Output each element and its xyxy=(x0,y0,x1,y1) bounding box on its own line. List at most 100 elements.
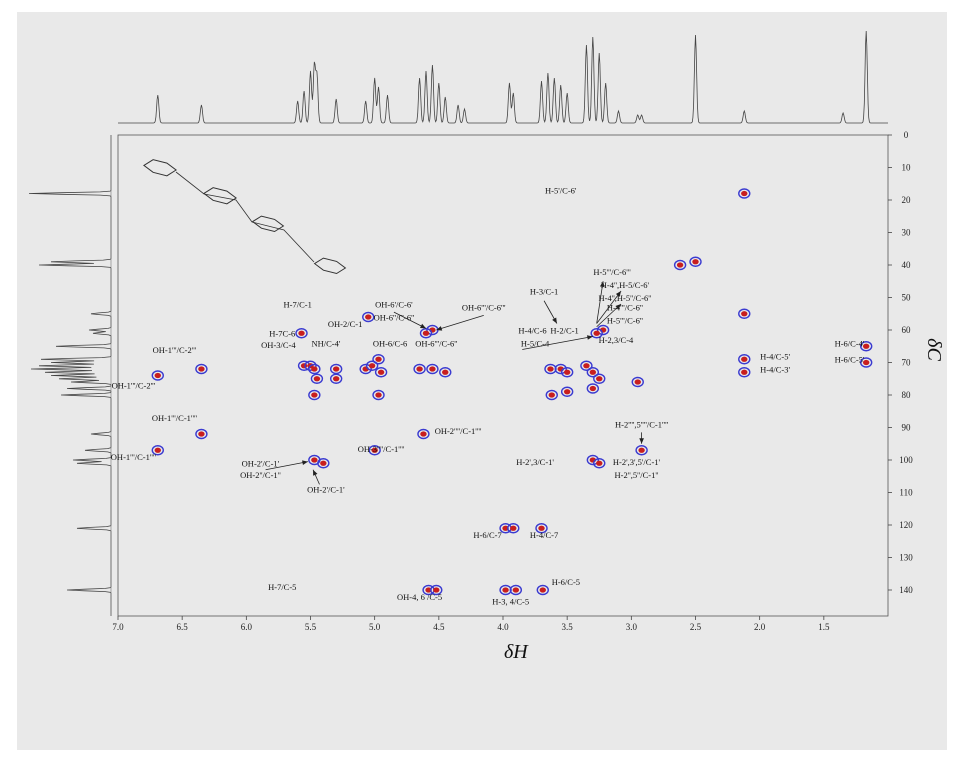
cross-peak-core xyxy=(298,330,305,336)
peak-annotation: H-5'''/C-6''' xyxy=(593,267,631,277)
peak-annotation: H-4/C-5' xyxy=(760,351,790,361)
cross-peak-outer xyxy=(673,259,687,271)
cross-peak-core xyxy=(741,311,748,317)
cross-peak-outer xyxy=(195,363,208,375)
cross-peak-outer xyxy=(329,363,343,375)
proton-projection-spectrum xyxy=(118,30,888,124)
cross-peak-outer xyxy=(859,341,873,352)
cross-peak-core xyxy=(862,343,870,349)
annotation-arrow xyxy=(265,461,309,471)
cross-peak-outer xyxy=(586,383,600,394)
annotation-arrow xyxy=(596,290,622,324)
y-tick-label: 80 xyxy=(902,390,912,400)
cross-peak-core xyxy=(311,457,318,463)
cross-peak-core xyxy=(371,447,378,453)
cross-peak-core xyxy=(676,262,684,268)
x-tick-label: 4.5 xyxy=(433,622,445,632)
cross-peak-outer xyxy=(586,367,600,378)
cross-peak-outer xyxy=(689,256,702,267)
y-tick-label: 0 xyxy=(904,130,909,140)
cross-peak-core xyxy=(538,525,545,531)
cross-peak-outer xyxy=(368,445,381,456)
cross-peak-core xyxy=(563,389,571,395)
peak-annotation: OH-6''/C-6'' xyxy=(374,312,415,322)
peak-annotation: OH-1'''/C-2''' xyxy=(112,381,156,391)
x-tick-label: 3.0 xyxy=(626,622,638,632)
peak-annotation: H-2/C-1 xyxy=(550,325,578,335)
cross-peak-outer xyxy=(308,363,321,375)
peak-annotation: OH-6'''/C-6''' xyxy=(462,303,506,313)
cross-peak-core xyxy=(429,366,436,372)
peak-annotation: H-3, 4/C-5 xyxy=(492,597,529,607)
cross-peak-outer xyxy=(738,308,751,319)
cross-peak-core xyxy=(154,372,161,379)
cross-peak-outer xyxy=(295,328,308,339)
y-tick-label: 20 xyxy=(902,195,912,205)
cross-peak-core xyxy=(547,366,554,372)
x-tick-label: 2.0 xyxy=(754,622,766,632)
cross-peak-core xyxy=(741,356,748,362)
peak-annotation: OH-4, 6 /C-5 xyxy=(397,592,442,602)
cross-peak-outer xyxy=(362,311,375,323)
y-tick-label: 110 xyxy=(899,488,913,498)
cross-peak-outer xyxy=(545,389,558,401)
y-tick-label: 120 xyxy=(899,520,913,530)
cross-peak-core xyxy=(311,366,318,372)
cross-peak-outer xyxy=(195,428,208,440)
cross-peak-core xyxy=(634,379,641,385)
cross-peak-outer xyxy=(359,363,372,375)
annotation-arrow xyxy=(596,303,622,328)
cross-peak-core xyxy=(563,369,571,375)
peak-annotation: H-4'''/C-6'' xyxy=(607,303,643,313)
cross-peak-outer xyxy=(308,389,321,401)
cross-peak-core xyxy=(332,366,340,372)
cross-peak-core xyxy=(539,587,546,593)
cross-peak-outer xyxy=(593,458,606,469)
cross-peak-outer xyxy=(374,367,388,378)
peak-annotation: H-6/C-5 xyxy=(552,577,580,587)
annotation-arrow xyxy=(522,336,593,350)
cross-peak-core xyxy=(198,366,205,372)
peak-annotation: OH-6/C-6 xyxy=(373,338,407,348)
cross-peak-core xyxy=(375,356,382,362)
cross-peak-core xyxy=(442,369,449,375)
arrow-head-icon xyxy=(586,335,593,340)
cross-peak-outer xyxy=(151,370,164,381)
sugar-ring-icon xyxy=(313,257,347,275)
annotation-arrow xyxy=(596,281,604,324)
cross-peak-outer xyxy=(507,523,520,534)
cross-peak-outer xyxy=(859,357,873,368)
cross-peak-core xyxy=(512,587,520,593)
peak-annotation: OH-6'/C-6' xyxy=(375,299,413,309)
cross-peak-outer xyxy=(593,373,606,384)
carbon-projection-spectrum xyxy=(28,135,112,616)
cross-peak-core xyxy=(433,587,440,593)
cross-peak-core xyxy=(589,369,597,375)
cross-peak-outer xyxy=(426,363,439,375)
sugar-ring-icon xyxy=(251,215,285,233)
cross-peak-core xyxy=(502,525,509,531)
cross-peak-core xyxy=(583,363,590,369)
peak-annotation: H-3/C-1 xyxy=(530,286,558,296)
cross-peak-outer xyxy=(413,363,426,375)
x-tick-label: 4.0 xyxy=(497,622,509,632)
y-tick-label: 30 xyxy=(902,228,912,238)
cross-peak-outer xyxy=(310,373,324,384)
cross-peak-outer xyxy=(419,328,433,339)
y-tick-label: 10 xyxy=(902,163,912,173)
x-tick-label: 5.0 xyxy=(369,622,381,632)
peak-annotation: H-5'/C-6' xyxy=(545,186,577,196)
peak-annotation: H-7/C-5 xyxy=(268,582,296,592)
cross-peak-core xyxy=(510,525,517,531)
cross-peak-core xyxy=(377,369,385,375)
sugar-ring-icon xyxy=(203,187,237,205)
peak-annotation: OH-3''''/C-1'''' xyxy=(358,444,405,454)
cross-peak-outer xyxy=(560,386,574,397)
peak-annotation: H-2'',5''/C-1'' xyxy=(615,470,659,480)
cross-peak-outer xyxy=(329,373,343,384)
x-tick-label: 1.5 xyxy=(818,622,830,632)
plot-frame xyxy=(117,134,889,617)
cross-peak-outer xyxy=(536,584,549,596)
cross-peak-outer xyxy=(544,363,557,375)
